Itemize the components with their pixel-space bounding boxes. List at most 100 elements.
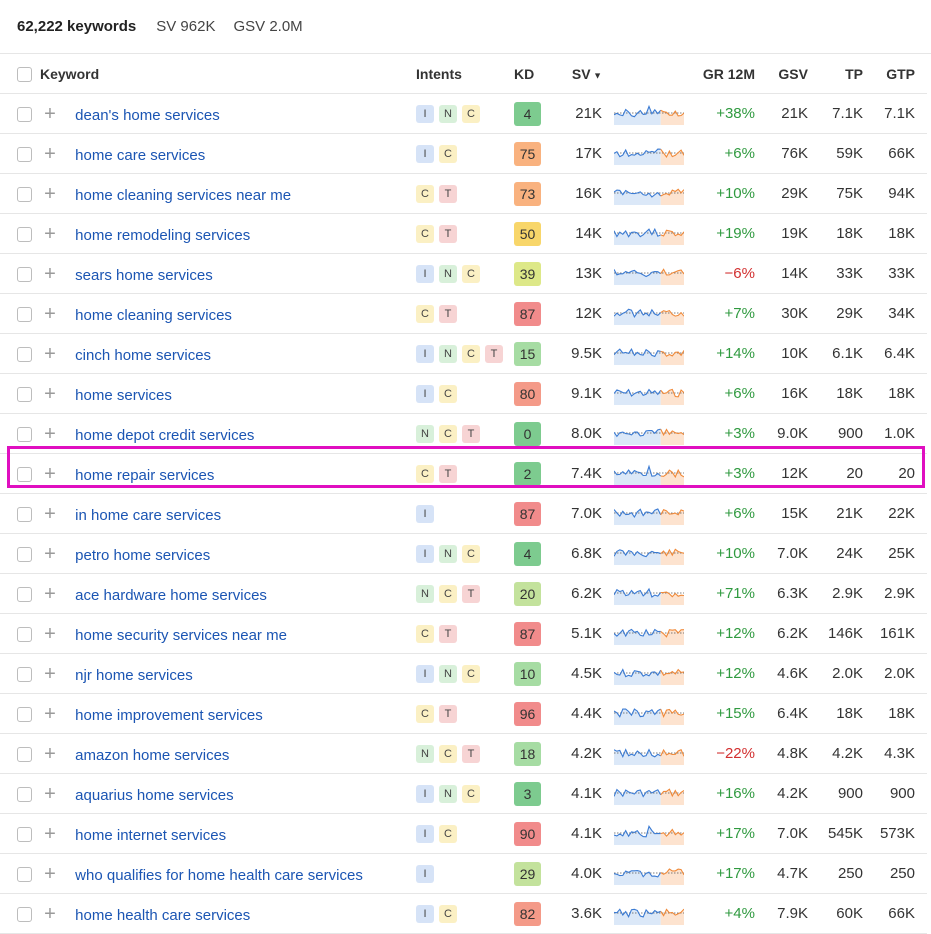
add-to-list-icon[interactable]: + <box>44 742 56 765</box>
add-to-list-icon[interactable]: + <box>44 502 56 525</box>
row-checkbox[interactable] <box>17 666 32 682</box>
row-checkbox[interactable] <box>17 626 32 642</box>
intents-column-header[interactable]: Intents <box>416 54 514 94</box>
row-checkbox[interactable] <box>17 146 32 162</box>
add-to-list-icon[interactable]: + <box>44 302 56 325</box>
row-checkbox[interactable] <box>17 386 32 402</box>
trend-sparkline <box>614 893 694 934</box>
sv-column-header[interactable]: SV ▼ <box>554 54 614 94</box>
keyword-link[interactable]: petro home services <box>75 546 211 564</box>
row-checkbox[interactable] <box>17 826 32 842</box>
gsv-column-header[interactable]: GSV <box>767 54 820 94</box>
keyword-link[interactable]: amazon home services <box>75 746 230 764</box>
row-checkbox[interactable] <box>17 546 32 562</box>
row-checkbox[interactable] <box>17 306 32 322</box>
sv-value: 13K <box>554 253 614 294</box>
add-to-list-icon[interactable]: + <box>44 622 56 645</box>
row-checkbox[interactable] <box>17 466 32 482</box>
add-to-list-icon[interactable]: + <box>44 782 56 805</box>
keyword-link[interactable]: home cleaning services <box>75 306 232 324</box>
row-checkbox[interactable] <box>17 266 32 282</box>
row-checkbox[interactable] <box>17 586 32 602</box>
add-to-list-icon[interactable]: + <box>44 102 56 125</box>
keyword-link[interactable]: home cleaning services near me <box>75 186 292 204</box>
kd-column-header[interactable]: KD <box>514 65 535 82</box>
gtp-column-header[interactable]: GTP <box>875 54 927 94</box>
row-checkbox[interactable] <box>17 746 32 762</box>
table-row[interactable]: + in home care services I 87 7.0K +6% 15… <box>0 493 927 534</box>
row-checkbox[interactable] <box>17 786 32 802</box>
select-all-checkbox[interactable] <box>17 66 32 82</box>
gr-column-header[interactable]: GR 12M <box>694 54 767 94</box>
add-to-list-icon[interactable]: + <box>44 582 56 605</box>
kd-badge: 80 <box>514 381 541 406</box>
add-to-list-icon[interactable]: + <box>44 382 56 405</box>
keyword-link[interactable]: home depot credit services <box>75 426 255 444</box>
row-checkbox[interactable] <box>17 426 32 442</box>
keyword-column-header[interactable]: Keyword <box>40 54 416 94</box>
keyword-link[interactable]: dean's home services <box>75 106 220 124</box>
add-to-list-icon[interactable]: + <box>44 702 56 725</box>
row-checkbox[interactable] <box>17 186 32 202</box>
keyword-link[interactable]: aquarius home services <box>75 786 234 804</box>
add-to-list-icon[interactable]: + <box>44 142 56 165</box>
add-to-list-icon[interactable]: + <box>44 862 56 885</box>
keyword-link[interactable]: who qualifies for home health care servi… <box>75 866 363 884</box>
keyword-link[interactable]: sears home services <box>75 266 213 284</box>
gsv-value: 16K <box>767 373 820 414</box>
add-to-list-icon[interactable]: + <box>44 902 56 925</box>
add-to-list-icon[interactable]: + <box>44 462 56 485</box>
row-checkbox[interactable] <box>17 866 32 882</box>
keyword-link[interactable]: home repair services <box>75 466 215 484</box>
add-to-list-icon[interactable]: + <box>44 542 56 565</box>
keyword-link[interactable]: ace hardware home services <box>75 586 267 604</box>
gtp-value: 66K <box>875 133 927 174</box>
add-to-list-icon[interactable]: + <box>44 342 56 365</box>
keyword-link[interactable]: home security services near me <box>75 626 287 644</box>
row-checkbox[interactable] <box>17 346 32 362</box>
row-checkbox[interactable] <box>17 226 32 242</box>
keyword-link[interactable]: home health care services <box>75 906 251 924</box>
row-checkbox[interactable] <box>17 906 32 922</box>
row-checkbox[interactable] <box>17 506 32 522</box>
keyword-link[interactable]: home internet services <box>75 826 227 844</box>
table-row[interactable]: + who qualifies for home health care ser… <box>0 853 927 894</box>
keyword-link[interactable]: in home care services <box>75 506 222 524</box>
keyword-link[interactable]: njr home services <box>75 666 193 684</box>
add-to-list-icon[interactable]: + <box>44 822 56 845</box>
add-to-list-icon[interactable]: + <box>44 662 56 685</box>
add-to-list-icon[interactable]: + <box>44 182 56 205</box>
keyword-link[interactable]: cinch home services <box>75 346 212 364</box>
keyword-link[interactable]: home services <box>75 386 172 404</box>
growth-value: +17% <box>694 813 767 854</box>
keyword-link[interactable]: home improvement services <box>75 706 263 724</box>
add-to-list-icon[interactable]: + <box>44 222 56 245</box>
row-checkbox[interactable] <box>17 106 32 122</box>
keyword-link[interactable]: home care services <box>75 146 206 164</box>
kd-badge: 29 <box>514 861 541 886</box>
tp-column-header[interactable]: TP <box>820 54 875 94</box>
add-to-list-icon[interactable]: + <box>44 422 56 445</box>
add-to-list-icon[interactable]: + <box>44 262 56 285</box>
keyword-link[interactable]: home remodeling services <box>75 226 251 244</box>
row-checkbox[interactable] <box>17 706 32 722</box>
